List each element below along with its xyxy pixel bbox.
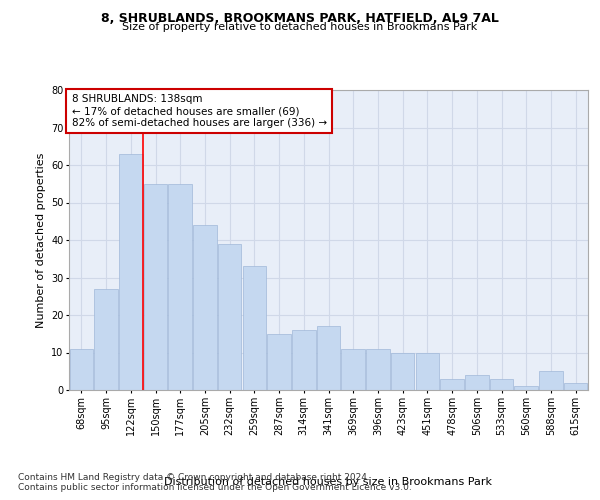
Bar <box>242 266 266 390</box>
Text: Contains public sector information licensed under the Open Government Licence v3: Contains public sector information licen… <box>18 482 412 492</box>
Bar <box>490 379 513 390</box>
Bar <box>440 379 464 390</box>
Bar <box>292 330 316 390</box>
Bar <box>465 375 488 390</box>
Text: Size of property relative to detached houses in Brookmans Park: Size of property relative to detached ho… <box>122 22 478 32</box>
Bar <box>169 184 192 390</box>
Bar <box>268 334 291 390</box>
Bar <box>317 326 340 390</box>
Bar <box>391 352 415 390</box>
Bar <box>341 349 365 390</box>
Bar <box>416 352 439 390</box>
Text: 8, SHRUBLANDS, BROOKMANS PARK, HATFIELD, AL9 7AL: 8, SHRUBLANDS, BROOKMANS PARK, HATFIELD,… <box>101 12 499 26</box>
Y-axis label: Number of detached properties: Number of detached properties <box>35 152 46 328</box>
Bar <box>218 244 241 390</box>
Bar <box>366 349 389 390</box>
Text: Contains HM Land Registry data © Crown copyright and database right 2024.: Contains HM Land Registry data © Crown c… <box>18 472 370 482</box>
Bar <box>119 154 143 390</box>
Bar <box>514 386 538 390</box>
X-axis label: Distribution of detached houses by size in Brookmans Park: Distribution of detached houses by size … <box>164 476 493 486</box>
Bar <box>94 289 118 390</box>
Bar <box>539 371 563 390</box>
Bar <box>193 225 217 390</box>
Bar <box>564 382 587 390</box>
Bar <box>144 184 167 390</box>
Bar <box>70 349 93 390</box>
Text: 8 SHRUBLANDS: 138sqm
← 17% of detached houses are smaller (69)
82% of semi-detac: 8 SHRUBLANDS: 138sqm ← 17% of detached h… <box>71 94 327 128</box>
